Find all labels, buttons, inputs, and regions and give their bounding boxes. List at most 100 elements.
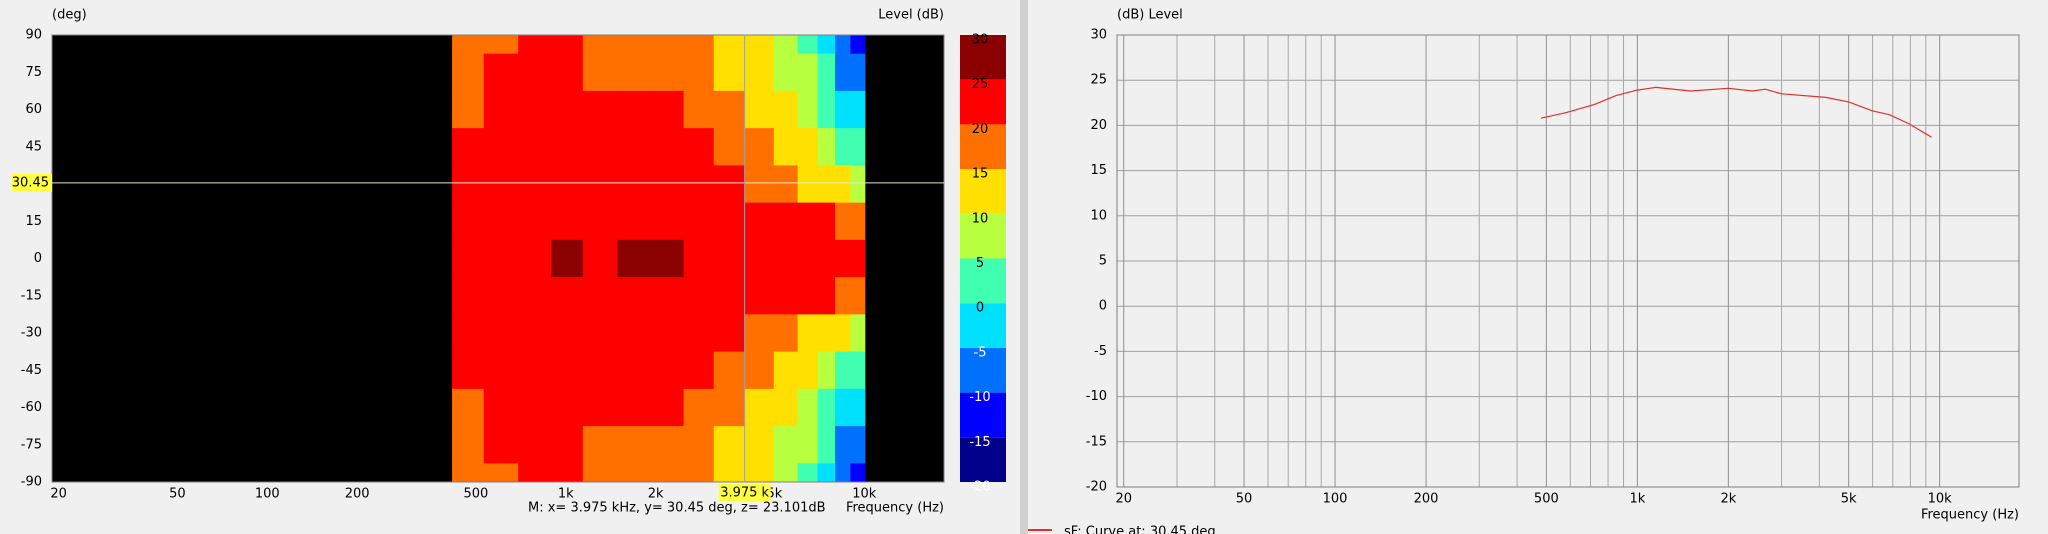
colorbar-tick-label: -5 — [974, 345, 987, 360]
contour-cell — [683, 202, 715, 241]
contour-cell — [683, 90, 715, 129]
contour-map — [452, 35, 866, 482]
contour-cell — [551, 463, 584, 482]
colorbar-tick-label: 30 — [972, 33, 989, 48]
contour-cell — [797, 53, 819, 92]
contour-cell — [773, 90, 799, 129]
colorbar-band — [960, 347, 1006, 393]
y-tick-label: -15 — [21, 288, 42, 303]
contour-cell — [617, 463, 652, 482]
legend-entry[interactable]: sF: Curve at: 30.45 deg — [1064, 525, 1216, 534]
contour-cell — [850, 202, 866, 241]
contour-cell — [452, 426, 485, 464]
contour-cell — [617, 314, 652, 353]
x-tick-label: 10k — [1928, 492, 1953, 507]
contour-cell — [452, 314, 485, 353]
contour-cell — [817, 202, 836, 241]
colorbar-band — [960, 79, 1006, 125]
contour-cell — [452, 277, 485, 315]
colorbar-tick-label: 20 — [972, 122, 989, 137]
contour-cell — [797, 202, 819, 241]
contour-cell — [582, 314, 618, 353]
contour-cell — [817, 128, 836, 166]
contour-cell — [617, 165, 652, 204]
contour-cell — [817, 388, 836, 427]
contour-cell — [817, 165, 836, 204]
z-axis-label: Level (dB) — [878, 8, 944, 23]
colorbar-band — [960, 392, 1006, 438]
colorbar-tick-label: 5 — [976, 256, 984, 271]
y-tick-label: 5 — [1099, 254, 1107, 269]
contour-cell — [835, 128, 851, 166]
contour-cell — [850, 426, 866, 464]
contour-cell — [744, 53, 775, 92]
contour-cell — [483, 239, 519, 278]
contour-cell — [518, 314, 552, 353]
cursor-y-bg — [12, 173, 52, 192]
contour-cell — [483, 426, 519, 464]
y-tick-label: 45 — [25, 139, 42, 154]
contour-cell — [551, 53, 584, 92]
contour-cell — [617, 239, 652, 278]
x-tick-label: 20 — [50, 487, 67, 502]
contour-cell — [744, 165, 775, 204]
plot-frame — [1116, 34, 2020, 488]
x-tick-label: 1k — [558, 487, 574, 502]
contour-cell — [713, 128, 745, 166]
contour-cell — [518, 90, 552, 129]
contour-cell — [773, 35, 799, 55]
contour-cell — [797, 277, 819, 315]
contour-cell — [817, 426, 836, 464]
contour-cell — [835, 35, 851, 55]
contour-cell — [617, 351, 652, 390]
contour-cell — [850, 53, 866, 92]
contour-cell — [713, 239, 745, 278]
y-tick-label: 90 — [25, 28, 42, 43]
contour-cell — [817, 90, 836, 129]
contour-cell — [551, 314, 584, 353]
y-tick-label: -5 — [1094, 344, 1107, 359]
contour-cell — [835, 388, 851, 427]
x-tick-label: 20 — [1115, 492, 1132, 507]
contour-cell — [713, 426, 745, 464]
contour-cell — [518, 202, 552, 241]
y-tick-label: -75 — [21, 437, 42, 452]
contour-cell — [773, 388, 799, 427]
y-tick-label: 0 — [34, 251, 42, 266]
contour-cell — [744, 35, 775, 55]
contour-cell — [850, 277, 866, 315]
colorbar-tick-label: -20 — [969, 480, 990, 495]
contour-cell — [651, 463, 685, 482]
splitter[interactable] — [1020, 0, 1028, 534]
contour-cell — [452, 128, 485, 166]
contour-cell — [797, 426, 819, 464]
contour-cell — [683, 128, 715, 166]
contour-cell — [835, 277, 851, 315]
y-axis-label: (deg) — [52, 8, 87, 23]
y-tick-label: -20 — [1086, 480, 1107, 495]
plot-frame — [51, 34, 945, 483]
x-axis-label: Frequency (Hz) — [846, 501, 944, 516]
contour-cell — [835, 426, 851, 464]
x-tick-label: 10k — [852, 487, 877, 502]
y-axis-label: (dB) Level — [1117, 8, 1183, 23]
contour-cell — [551, 202, 584, 241]
contour-cell — [713, 277, 745, 315]
contour-cell — [835, 239, 851, 278]
contour-cell — [452, 202, 485, 241]
contour-cell — [797, 463, 819, 482]
y-tick-label: -60 — [21, 400, 42, 415]
contour-cell — [744, 90, 775, 129]
line-series — [1540, 86, 1932, 138]
contour-cell — [483, 165, 519, 204]
contour-cell — [518, 128, 552, 166]
contour-cell — [817, 351, 836, 390]
contour-cell — [713, 463, 745, 482]
y-tick-label: -30 — [21, 326, 42, 341]
contour-cell — [773, 202, 799, 241]
y-tick-label: 10 — [1090, 208, 1107, 223]
contour-cell — [651, 277, 685, 315]
contour-cell — [744, 351, 775, 390]
x-tick-label: 200 — [345, 487, 370, 502]
